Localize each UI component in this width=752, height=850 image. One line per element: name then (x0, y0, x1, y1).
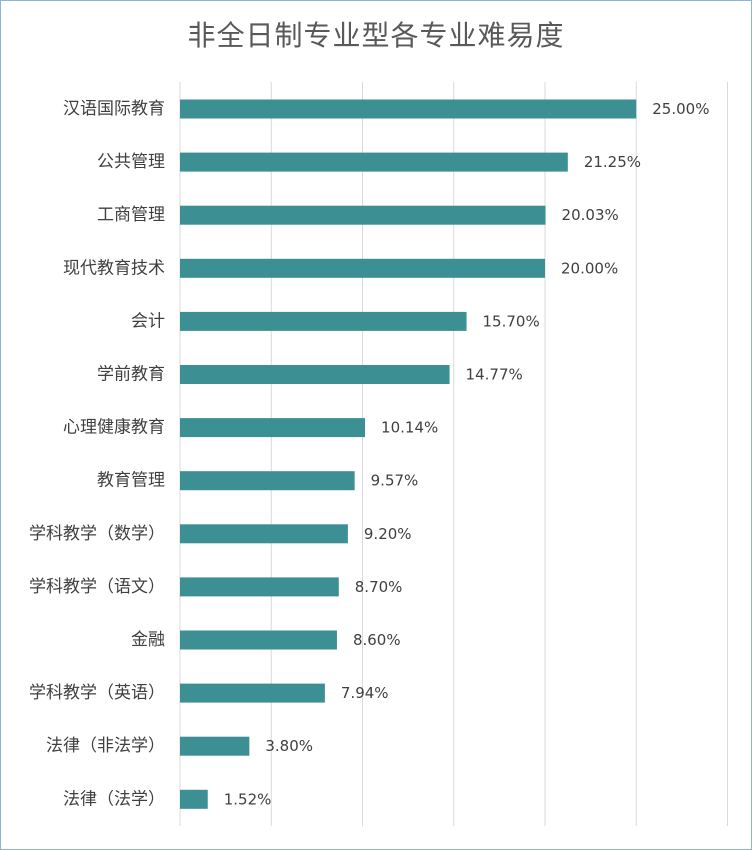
bar (180, 152, 568, 172)
category-labels: 汉语国际教育公共管理工商管理现代教育技术会计学前教育心理健康教育教育管理学科教学… (29, 99, 165, 809)
value-label: 14.77% (466, 366, 523, 384)
category-label: 汉语国际教育 (63, 99, 165, 119)
value-label: 9.57% (371, 472, 419, 490)
category-label: 学前教育 (97, 365, 165, 385)
bar (180, 577, 339, 597)
category-label: 心理健康教育 (63, 418, 165, 438)
bar (180, 789, 208, 809)
value-label: 8.70% (355, 578, 403, 596)
bar (180, 205, 546, 225)
category-label: 工商管理 (97, 205, 165, 225)
value-label: 21.25% (584, 153, 641, 171)
category-label: 教育管理 (97, 471, 165, 491)
bar (180, 99, 637, 119)
value-labels: 25.00% 21.25% 20.03% 20.00% 15.70% 14.77% 10.1… (224, 100, 710, 808)
value-label: 9.20% (364, 525, 412, 543)
value-label: 10.14% (381, 419, 438, 437)
gridlines (179, 82, 728, 826)
bar (180, 736, 250, 756)
category-label: 法律（法学） (63, 789, 165, 809)
value-label: 25.00% (652, 100, 709, 118)
bar (180, 683, 325, 703)
bar (180, 524, 348, 544)
value-label: 15.70% (483, 312, 540, 330)
value-label: 3.80% (265, 737, 313, 755)
bar (180, 630, 337, 650)
category-label: 会计 (131, 311, 165, 331)
bar (180, 471, 355, 491)
category-label: 现代教育技术 (63, 258, 165, 278)
value-label: 1.52% (224, 790, 272, 808)
category-label: 公共管理 (97, 152, 165, 172)
category-label: 学科教学（英语） (29, 683, 165, 703)
value-label: 8.60% (353, 631, 401, 649)
value-label: 20.00% (561, 259, 618, 277)
bar (180, 258, 545, 278)
category-label: 学科教学（数学） (29, 524, 165, 544)
bar (180, 365, 450, 384)
value-label: 7.94% (341, 684, 389, 702)
category-label: 学科教学（语文） (29, 577, 165, 597)
bar (180, 311, 467, 331)
value-label: 20.03% (562, 206, 619, 224)
category-label: 金融 (131, 630, 165, 650)
bar (180, 418, 366, 438)
chart-title: 非全日制专业型各专业难易度 (187, 19, 565, 52)
category-label: 法律（非法学） (46, 736, 165, 756)
bars (180, 99, 637, 809)
